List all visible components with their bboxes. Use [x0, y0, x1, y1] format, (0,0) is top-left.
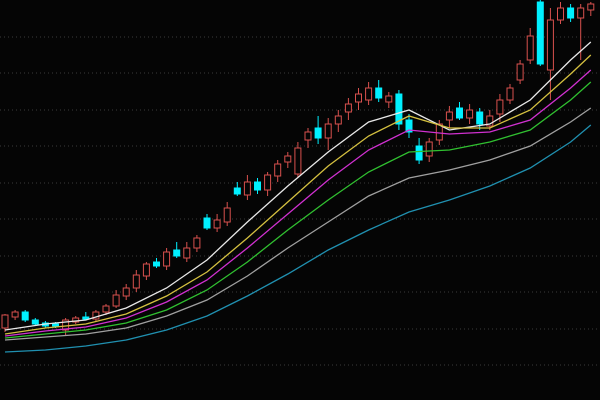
candle-body — [21, 311, 29, 321]
candle-body — [223, 207, 231, 223]
candle-body — [476, 111, 484, 125]
candle-body — [587, 3, 595, 11]
candle-body — [375, 87, 383, 99]
candle-body — [122, 287, 130, 297]
candle-body — [567, 7, 575, 19]
candle-body — [405, 119, 413, 133]
candle-body — [486, 115, 494, 127]
candle-body — [173, 249, 181, 257]
moving-average-line — [4, 54, 592, 335]
candle-body — [546, 19, 554, 71]
candle-body — [1, 314, 9, 329]
candle-body — [314, 127, 322, 139]
candle-body — [31, 319, 39, 325]
candle-body — [506, 87, 514, 101]
candle-body — [445, 111, 453, 121]
candle-body — [385, 95, 393, 103]
candle-body — [395, 93, 403, 125]
candle-body — [496, 99, 504, 115]
candle-body — [62, 319, 70, 331]
candle-body — [142, 263, 150, 277]
moving-average-line — [4, 81, 592, 339]
candle-body — [102, 305, 110, 313]
candle-body — [274, 163, 282, 177]
candle-body — [304, 131, 312, 141]
candle-body — [557, 7, 564, 21]
candle-body — [466, 109, 474, 119]
candle-body — [243, 181, 251, 196]
candle-body — [52, 323, 59, 327]
candle-body — [516, 63, 524, 81]
candle-body — [284, 155, 292, 163]
candle-body — [112, 294, 120, 307]
candle-body — [72, 317, 80, 323]
candle-body — [425, 141, 433, 157]
candle-body — [254, 181, 261, 191]
candle-body — [233, 187, 241, 195]
candle-body — [82, 316, 90, 320]
candle-body — [193, 237, 201, 249]
candle-body — [294, 147, 302, 175]
candle-body — [526, 35, 534, 61]
candle-body — [536, 1, 544, 65]
candle-body — [365, 87, 373, 101]
candle-body — [213, 219, 221, 229]
candle-body — [324, 123, 332, 139]
candle-body — [163, 251, 171, 267]
moving-average-line — [4, 124, 592, 353]
candle-body — [344, 103, 352, 113]
candle-body — [435, 123, 443, 141]
candle-body — [203, 217, 211, 229]
candle-body — [415, 145, 423, 161]
moving-average-line — [4, 41, 592, 331]
moving-average-line — [4, 107, 592, 341]
candle-body — [577, 7, 585, 19]
candle-body — [132, 274, 140, 289]
candle-body — [153, 261, 160, 267]
candle-body — [334, 115, 342, 125]
candle-body — [264, 174, 272, 191]
moving-average-line — [4, 69, 592, 337]
candle-body — [183, 247, 191, 259]
candle-body — [11, 311, 19, 318]
candle-body — [355, 93, 362, 103]
candle-body — [456, 107, 463, 119]
